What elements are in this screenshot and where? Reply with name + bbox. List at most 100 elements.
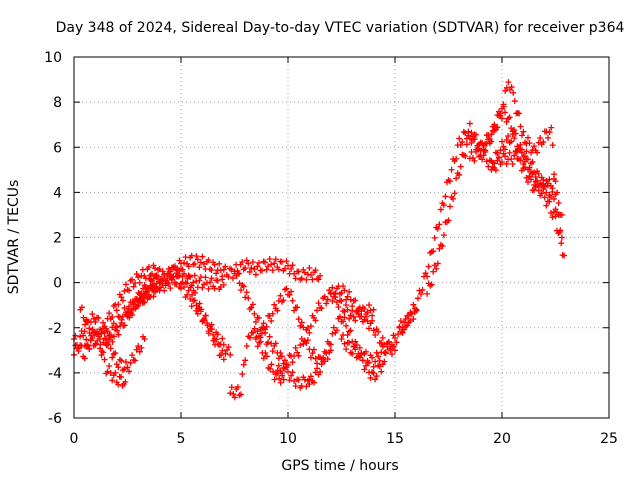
data-point [436, 245, 443, 252]
data-point [243, 289, 250, 296]
data-point [494, 157, 501, 164]
data-point [252, 336, 259, 343]
data-point [352, 317, 359, 324]
data-point [153, 280, 160, 287]
data-point [439, 243, 446, 250]
data-point [417, 290, 424, 297]
data-point [83, 336, 90, 343]
data-point [100, 339, 107, 346]
data-point [333, 299, 340, 306]
data-point [546, 129, 553, 136]
data-point [291, 378, 298, 385]
data-point [75, 348, 82, 355]
data-point [499, 138, 505, 145]
data-point [82, 321, 89, 328]
data-point [200, 281, 207, 288]
data-point [310, 346, 317, 353]
data-point [222, 350, 229, 357]
data-point [78, 304, 85, 311]
axes: 0 5 10 15 20 25 -6 -4 -2 0 2 4 6 8 10 [44, 50, 618, 447]
data-point [85, 318, 92, 325]
data-point [98, 328, 105, 335]
data-point [315, 276, 322, 283]
data-point [266, 365, 273, 372]
data-point [119, 297, 126, 304]
data-point [494, 150, 501, 157]
data-point [378, 340, 385, 347]
data-point [329, 330, 336, 337]
data-point [489, 159, 496, 166]
data-point [159, 280, 166, 287]
data-point [272, 256, 279, 263]
data-point [324, 296, 331, 303]
data-point [407, 317, 414, 324]
data-point [295, 376, 302, 383]
data-point [122, 281, 129, 288]
data-point [456, 135, 463, 142]
data-point [512, 148, 519, 155]
data-point [124, 313, 131, 320]
data-point [358, 308, 365, 315]
data-point [485, 131, 492, 138]
data-point [158, 284, 165, 291]
data-point [262, 349, 269, 356]
data-point [547, 193, 554, 200]
data-point [107, 345, 114, 352]
data-point [89, 311, 96, 318]
data-point [387, 345, 394, 352]
data-point [268, 317, 275, 324]
data-point [366, 359, 373, 366]
data-point [330, 324, 337, 331]
data-point [156, 266, 163, 273]
data-point [220, 341, 227, 348]
data-point [361, 316, 368, 323]
data-point [280, 360, 287, 367]
data-point [344, 306, 351, 313]
data-point [379, 343, 386, 350]
data-point [101, 356, 108, 363]
series-sat-t [466, 79, 565, 218]
data-point [405, 312, 412, 319]
data-point [543, 202, 550, 209]
data-point [95, 330, 102, 337]
data-point [307, 271, 314, 278]
data-point [121, 304, 128, 311]
y-tick-label: 6 [53, 140, 62, 156]
data-point [165, 280, 172, 287]
data-point [192, 289, 199, 296]
data-point [220, 266, 227, 273]
data-point [138, 344, 145, 351]
data-point [306, 264, 313, 271]
data-point [448, 166, 455, 173]
x-tick-label: 20 [493, 431, 511, 447]
data-point [524, 178, 531, 185]
data-point [122, 378, 129, 385]
data-point [129, 352, 136, 359]
data-point [297, 342, 304, 349]
data-point [312, 267, 319, 274]
data-point [430, 268, 437, 275]
data-point [410, 301, 417, 308]
data-point [190, 279, 197, 286]
data-point [503, 118, 510, 125]
data-point [252, 271, 259, 278]
data-point [506, 114, 513, 121]
data-point [191, 272, 198, 279]
data-point [101, 335, 108, 342]
data-point [249, 301, 256, 308]
data-point [171, 279, 178, 286]
data-point [266, 312, 273, 319]
data-point [239, 259, 246, 266]
data-point [453, 155, 460, 162]
data-point [231, 394, 238, 401]
data-point [518, 132, 525, 139]
data-point [502, 87, 509, 94]
data-point [388, 341, 395, 348]
data-point [471, 136, 478, 143]
series-sat-p [327, 283, 398, 358]
data-point [286, 291, 293, 298]
data-point [196, 304, 203, 311]
data-point [214, 331, 221, 338]
data-point [257, 334, 264, 341]
data-point [509, 128, 516, 135]
